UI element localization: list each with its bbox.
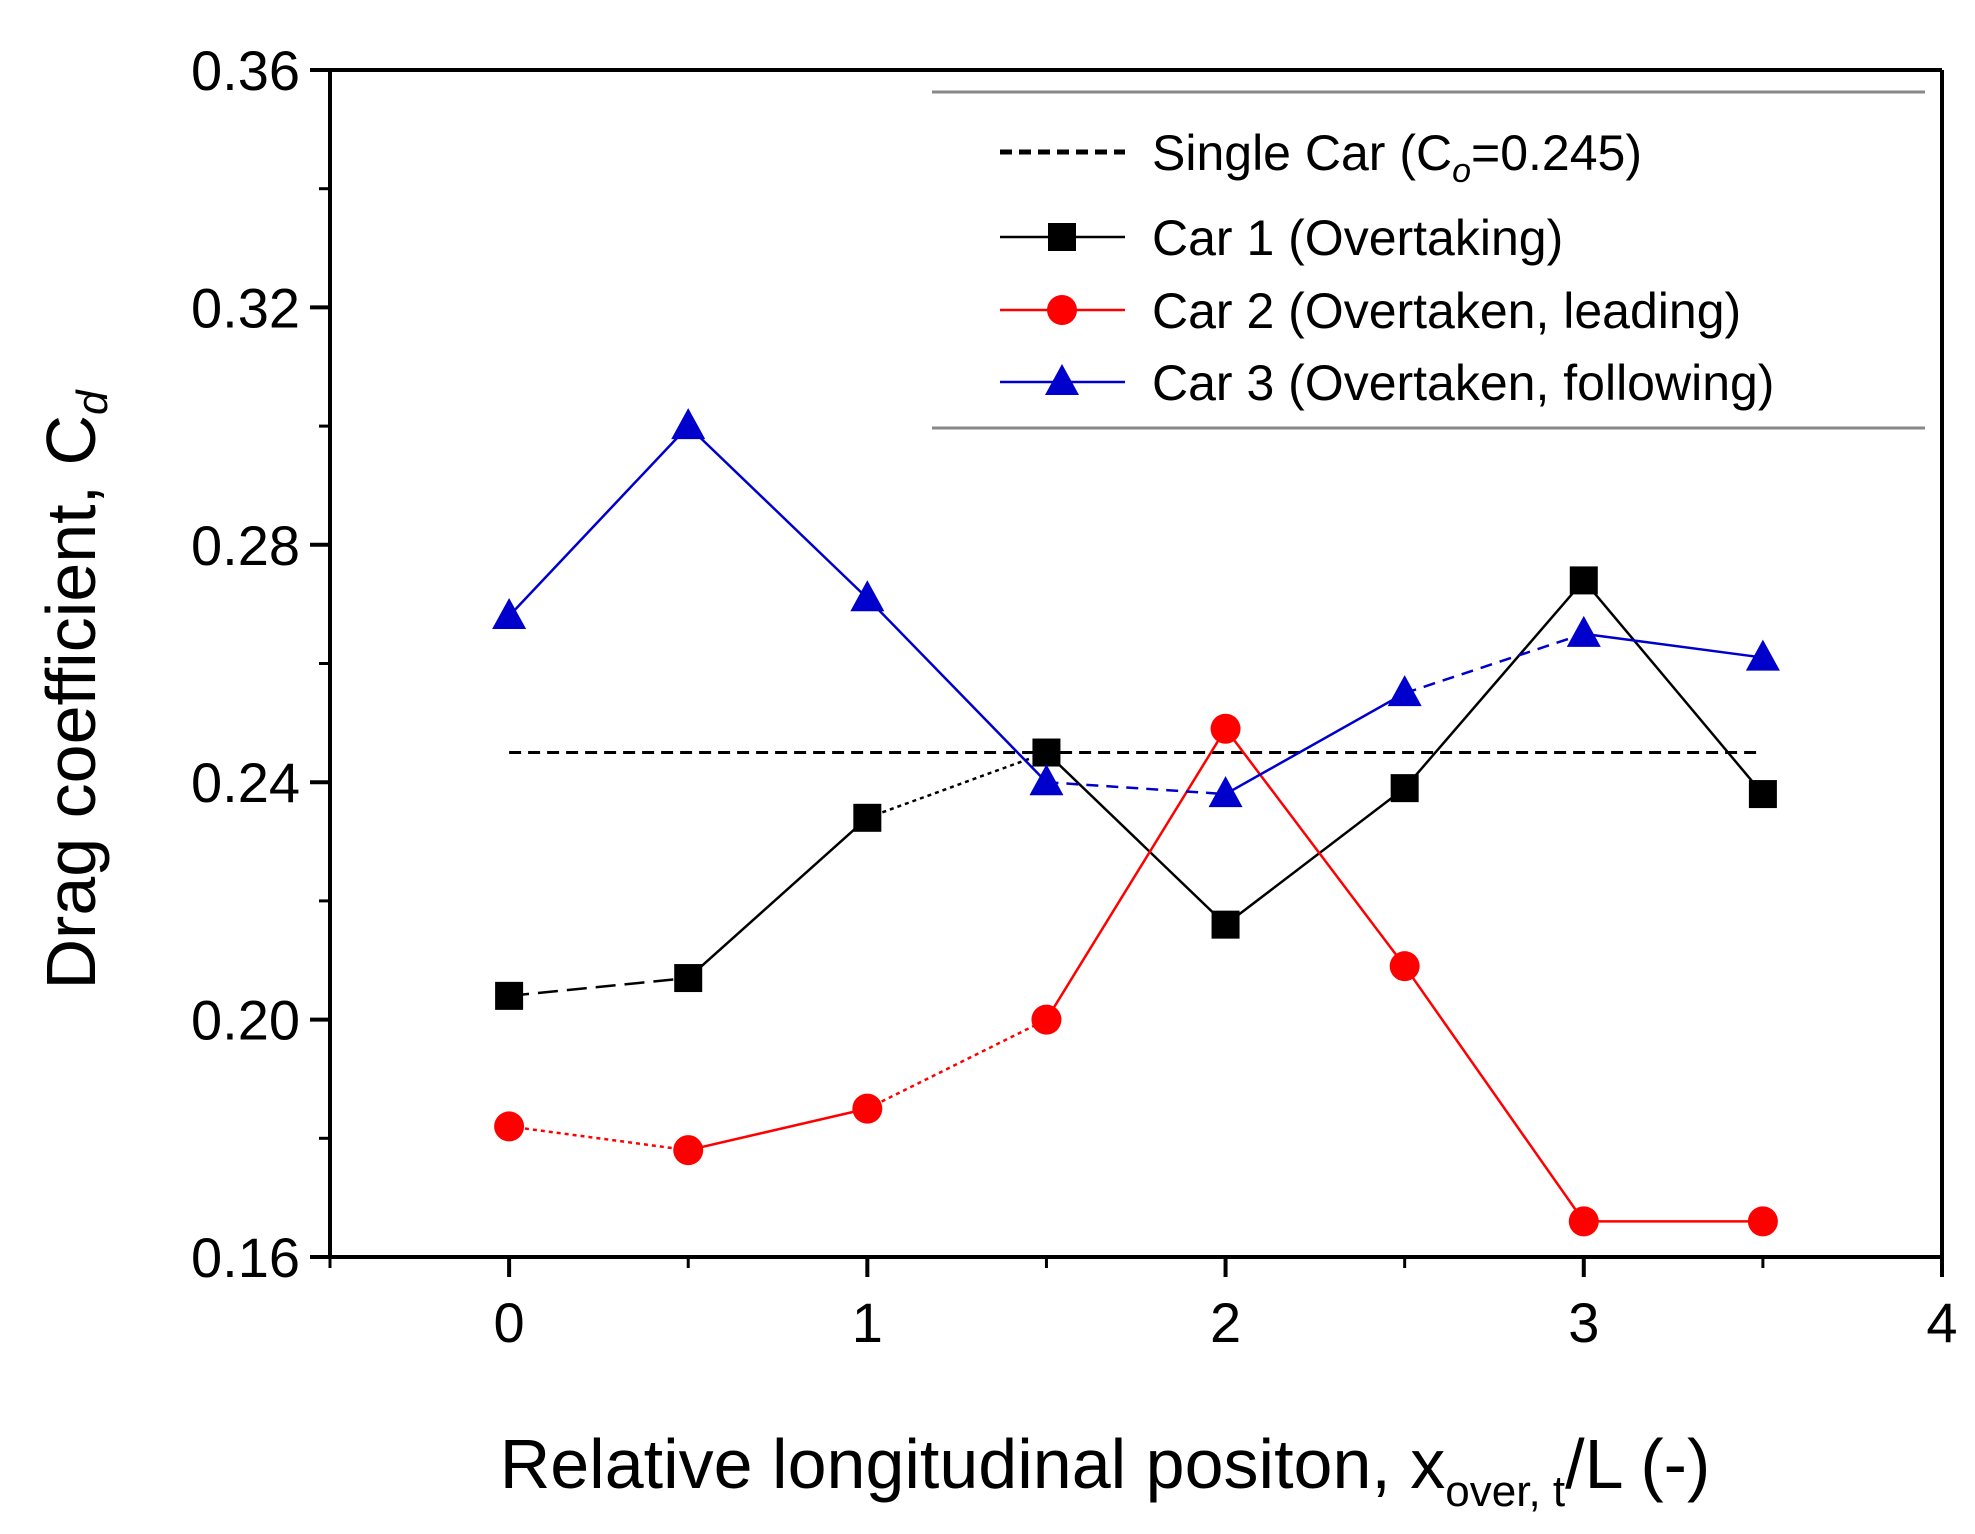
car-2-point <box>494 1111 525 1142</box>
car-2-point <box>852 1093 883 1124</box>
car-2-line-segment <box>1224 728 1406 967</box>
y-axis-title-main: Drag coefficient, C <box>32 415 110 990</box>
car-2-line-segment <box>866 1018 1048 1110</box>
y-tick-label: 0.32 <box>191 276 300 339</box>
y-axis-title: Drag coefficient, Cd <box>32 389 117 990</box>
car-2-point <box>673 1135 704 1166</box>
car-3-point <box>1387 675 1422 707</box>
legend-marker-car-3 <box>1045 364 1079 395</box>
x-axis-title: Relative longitudinal positon, xover, t/… <box>500 1425 1711 1516</box>
car-3-line-segment <box>866 597 1048 784</box>
car-3-line-segment <box>687 425 869 600</box>
car-1-line-segment <box>1224 787 1406 926</box>
legend-single-car-value: =0.245) <box>1471 125 1642 181</box>
x-tick-label: 4 <box>1926 1291 1957 1354</box>
car-2-point <box>1210 713 1241 744</box>
x-axis-title-main: Relative longitudinal positon, x <box>500 1425 1446 1503</box>
car-3-point <box>1566 615 1601 647</box>
car-2-point <box>1389 951 1420 982</box>
x-axis-title-subscript: over, t <box>1445 1467 1565 1516</box>
x-tick-label: 0 <box>494 1291 525 1354</box>
car-3-point <box>850 580 885 612</box>
svg-text:Drag coefficient, Cd: Drag coefficient, Cd <box>32 389 117 990</box>
car-1-line-segment <box>1582 579 1764 795</box>
car-1-line-segment <box>866 751 1047 819</box>
car-1-point <box>853 803 882 832</box>
car-3-point <box>1208 776 1243 808</box>
x-tick-label: 3 <box>1568 1291 1599 1354</box>
car-1-point <box>1032 738 1061 767</box>
x-axis-title-suffix: /L (-) <box>1565 1425 1710 1503</box>
car-1-point <box>674 964 703 993</box>
car-3-line-segment <box>1583 632 1764 659</box>
y-tick-label: 0.28 <box>191 514 300 577</box>
series-lines <box>508 425 1764 1223</box>
car-1-point <box>1569 566 1598 595</box>
car-1-line-segment <box>687 816 869 979</box>
plot-frame <box>328 68 1944 1259</box>
car-1-line-segment <box>1403 579 1585 789</box>
legend-single-car-subscript: o <box>1452 152 1471 190</box>
car-2-line-segment <box>687 1107 868 1152</box>
x-axis: 0 1 2 3 4 <box>328 1257 1958 1354</box>
y-tick-label: 0.24 <box>191 751 300 814</box>
car-3-line-segment <box>1224 692 1406 796</box>
car-3-line-segment <box>508 425 690 617</box>
car-2-point <box>1031 1004 1062 1035</box>
x-tick-label: 1 <box>852 1291 883 1354</box>
car-3-point <box>1745 639 1780 671</box>
x-tick-label: 2 <box>1210 1291 1241 1354</box>
series-markers <box>492 408 1780 1237</box>
car-3-line-segment <box>1046 780 1226 796</box>
car-1-point <box>1390 774 1419 803</box>
car-3-point <box>1029 764 1064 796</box>
y-axis: 0.16 0.20 0.24 0.28 0.32 0.36 <box>191 39 330 1289</box>
car-1-point <box>495 981 524 1010</box>
car-1-point <box>1748 780 1777 809</box>
legend-single-car-name: Single Car (C <box>1152 125 1452 181</box>
legend-label-car-2: Car 2 (Overtaken, leading) <box>1152 283 1741 339</box>
car-2-line-segment <box>1403 965 1585 1223</box>
legend-label-car-1: Car 1 (Overtaking) <box>1152 210 1563 266</box>
car-2-point <box>1747 1206 1778 1237</box>
car-2-line-segment <box>508 1125 689 1152</box>
car-1-line-segment <box>1045 751 1227 926</box>
car-3-point <box>492 598 527 630</box>
svg-text:Relative longitudinal positon,: Relative longitudinal positon, xover, t/… <box>500 1425 1711 1516</box>
car-1-line-segment <box>508 976 689 998</box>
y-tick-label: 0.36 <box>191 39 300 102</box>
legend-marker-car-1 <box>1048 223 1076 251</box>
legend-label-single-car: Single Car (Co=0.245) <box>1152 125 1642 190</box>
y-axis-title-subscript: d <box>68 389 117 415</box>
car-2-line-segment <box>1045 728 1227 1021</box>
y-tick-label: 0.20 <box>191 989 300 1052</box>
car-3-line-segment <box>1404 632 1585 695</box>
legend-marker-car-2 <box>1047 295 1077 325</box>
car-1-point <box>1211 910 1240 939</box>
legend: Single Car (Co=0.245) Car 1 (Overtaking)… <box>932 90 1925 430</box>
car-2-point <box>1568 1206 1599 1237</box>
car-3-point <box>671 408 706 440</box>
legend-label-car-3: Car 3 (Overtaken, following) <box>1152 355 1774 411</box>
y-tick-label: 0.16 <box>191 1226 300 1289</box>
